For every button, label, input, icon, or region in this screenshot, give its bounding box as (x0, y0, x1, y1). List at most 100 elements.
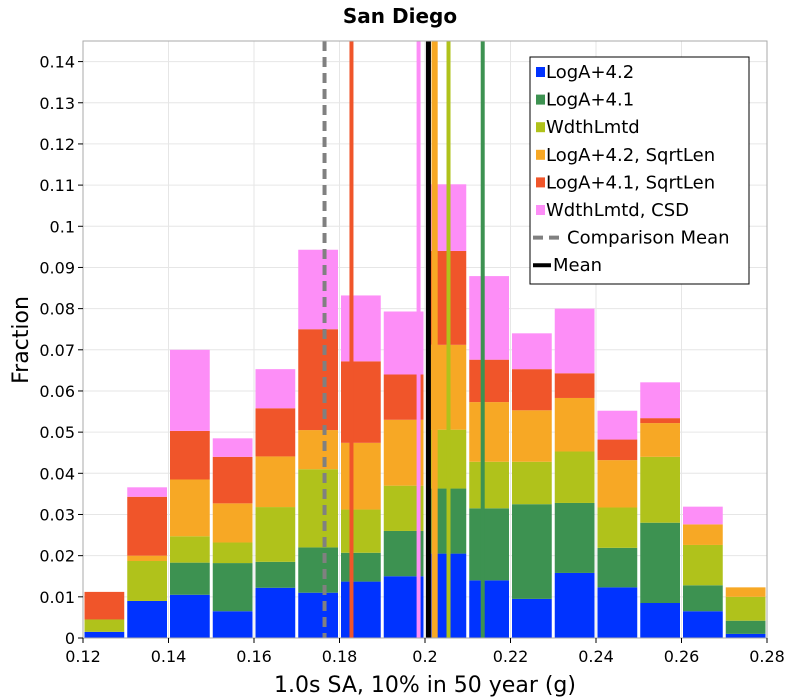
bar-0-15 (725, 633, 766, 638)
x-tick-label-5: 0.22 (493, 647, 529, 666)
y-tick-label-5: 0.05 (39, 423, 75, 442)
bar-0-10 (512, 598, 552, 638)
bar-3-15 (725, 587, 766, 597)
legend: LogA+4.2 LogA+4.1 WdthLmtd LogA+4.2, SqrtLe… (529, 56, 750, 285)
bar-4-3 (212, 456, 253, 504)
y-tick-label-8: 0.08 (39, 300, 75, 319)
x-tick-label-0: 0.12 (65, 647, 101, 666)
bar-3-12 (597, 460, 638, 508)
x-tick-label-8: 0.28 (749, 647, 785, 666)
y-axis-label: Fraction (9, 296, 34, 384)
bar-0-0 (84, 631, 125, 638)
bar-1-12 (597, 547, 638, 588)
bar-3-13 (640, 423, 680, 457)
bar-4-5 (298, 329, 338, 431)
bar-4-10 (512, 369, 552, 411)
y-tick-label-9: 0.09 (39, 258, 75, 277)
y-tick-label-7: 0.07 (39, 341, 75, 360)
bar-2-0 (84, 619, 125, 632)
legend-label-3: LogA+4.2, SqrtLen (546, 145, 715, 166)
bar-3-1 (127, 555, 167, 562)
legend-label-7: Mean (553, 255, 602, 276)
y-tick-label-11: 0.11 (39, 176, 75, 195)
bar-4-12 (597, 439, 638, 461)
bar-0-14 (683, 611, 723, 638)
y-tick-label-3: 0.03 (39, 505, 75, 524)
bar-1-4 (255, 561, 296, 588)
bar-3-4 (255, 456, 296, 508)
bar-3-14 (683, 524, 723, 545)
bar-5-12 (597, 410, 638, 440)
bar-0-13 (640, 603, 680, 638)
bar-series-5 (127, 184, 723, 525)
bar-2-15 (725, 596, 766, 621)
bar-5-5 (298, 249, 338, 330)
bar-1-2 (170, 562, 210, 595)
bar-3-10 (512, 410, 552, 462)
bar-4-6 (341, 361, 381, 443)
bar-2-1 (127, 561, 167, 601)
bar-0-11 (554, 572, 595, 638)
y-tick-label-0: 0 (65, 629, 75, 648)
bar-2-3 (212, 542, 253, 564)
x-axis-label: 1.0s SA, 10% in 50 year (g) (274, 673, 576, 698)
legend-label-5: WdthLmtd, CSD (546, 200, 689, 221)
bar-4-11 (554, 373, 595, 398)
legend-box (529, 56, 750, 285)
legend-label-0: LogA+4.2 (546, 62, 634, 83)
legend-swatch-5 (536, 205, 545, 215)
bar-5-1 (127, 487, 167, 497)
bar-1-5 (298, 547, 338, 593)
bar-0-5 (298, 592, 338, 638)
bar-2-11 (554, 451, 595, 503)
bar-1-15 (725, 620, 766, 634)
bar-5-9 (469, 276, 509, 360)
bar-2-9 (469, 461, 509, 509)
x-tick-label-6: 0.24 (578, 647, 614, 666)
bar-2-12 (597, 507, 638, 548)
bar-2-2 (170, 536, 210, 563)
legend-swatch-4 (536, 177, 545, 188)
bar-3-2 (170, 479, 210, 537)
bar-3-5 (298, 430, 338, 470)
bars (84, 184, 766, 638)
bar-1-13 (640, 522, 680, 604)
bar-3-9 (469, 402, 509, 462)
y-tick-label-6: 0.06 (39, 382, 75, 401)
bar-1-11 (554, 502, 595, 573)
bar-2-13 (640, 456, 680, 523)
legend-swatch-2 (536, 122, 545, 133)
mean-lines (322, 41, 485, 638)
y-tick-label-1: 0.01 (39, 588, 75, 607)
bar-5-2 (170, 349, 210, 431)
bar-1-10 (512, 504, 552, 599)
bar-4-2 (170, 430, 210, 480)
bar-1-14 (683, 585, 723, 612)
bar-5-10 (512, 333, 552, 370)
x-tick-label-4: 0.2 (412, 647, 437, 666)
bar-1-3 (212, 563, 253, 612)
bar-5-3 (212, 438, 253, 457)
y-tick-label-4: 0.04 (39, 464, 75, 483)
bar-3-6 (341, 442, 381, 510)
x-tick-label-3: 0.18 (322, 647, 358, 666)
legend-label-6: Comparison Mean (567, 228, 730, 249)
bar-5-4 (255, 369, 296, 409)
legend-label-2: WdthLmtd (546, 117, 640, 138)
bar-series-2 (84, 429, 766, 632)
x-tick-label-7: 0.26 (664, 647, 700, 666)
bar-0-4 (255, 587, 296, 638)
y-tick-label-10: 0.1 (50, 217, 75, 236)
bar-2-4 (255, 507, 296, 562)
bar-5-11 (554, 308, 595, 374)
y-tick-label-14: 0.14 (39, 53, 75, 72)
y-tick-label-12: 0.12 (39, 135, 75, 154)
bar-5-6 (341, 295, 381, 362)
x-tick-label-1: 0.14 (151, 647, 187, 666)
bar-0-9 (469, 580, 509, 638)
bar-0-3 (212, 611, 253, 638)
y-tick-label-13: 0.13 (39, 94, 75, 113)
legend-label-4: LogA+4.1, SqrtLen (546, 172, 715, 193)
bar-3-3 (212, 503, 253, 543)
